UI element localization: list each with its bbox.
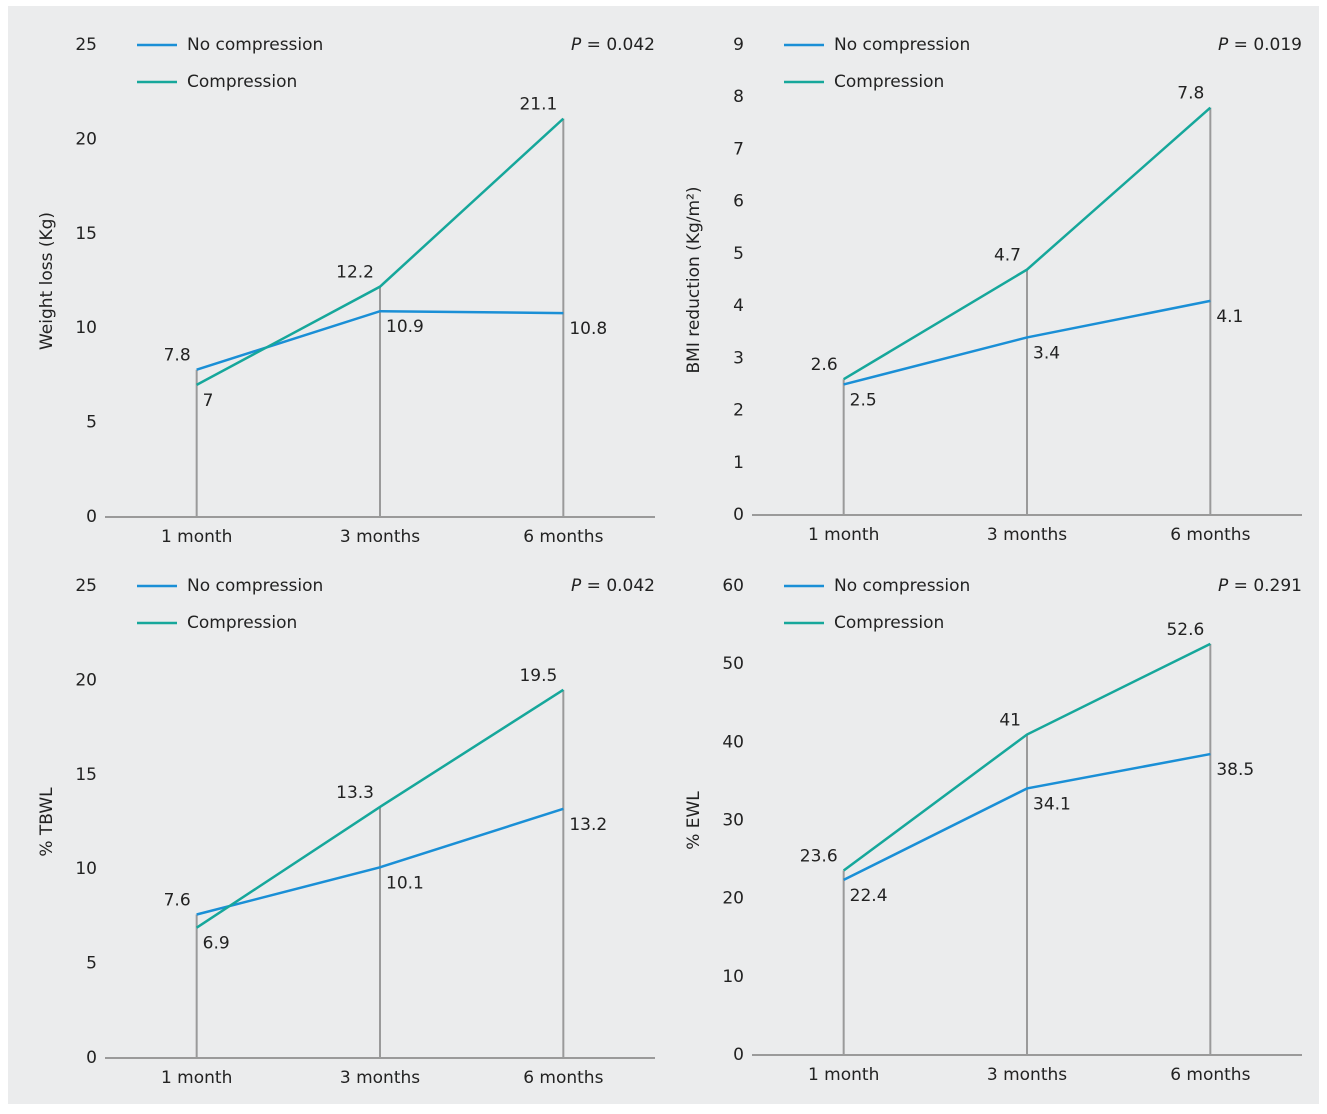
y-tick-label: 10 (75, 859, 97, 879)
p-symbol: P (571, 576, 582, 596)
y-tick-label: 8 (733, 87, 744, 107)
x-tick-label: 1 month (808, 525, 879, 545)
x-tick-label: 6 months (1170, 1065, 1250, 1085)
x-tick-label: 3 months (987, 1065, 1067, 1085)
y-tick-label: 10 (722, 967, 744, 987)
value-label: 7.8 (1177, 84, 1204, 104)
y-tick-label: 7 (733, 139, 744, 159)
value-label: 12.2 (336, 263, 374, 283)
y-tick-label: 4 (733, 296, 744, 316)
value-label: 10.8 (569, 319, 607, 339)
y-tick-label: 10 (75, 318, 97, 338)
p-text: = 0.042 (587, 35, 655, 55)
legend-label: No compression (187, 576, 323, 596)
series-line (196, 807, 564, 916)
value-label: 38.5 (1216, 760, 1254, 780)
value-label: 3.4 (1033, 343, 1060, 363)
value-label: 21.1 (519, 95, 557, 115)
y-tick-label: 60 (722, 576, 744, 596)
series-line (843, 299, 1211, 386)
legend-label: Compression (834, 72, 944, 92)
y-tick-label: 3 (733, 348, 744, 368)
value-label: 22.4 (850, 886, 888, 906)
p-text: = 0.042 (587, 576, 655, 596)
y-axis-label: % TBWL (37, 787, 57, 857)
p-symbol: P (571, 35, 582, 55)
y-tick-label: 30 (722, 811, 744, 831)
x-tick-label: 1 month (808, 1065, 879, 1085)
y-tick-label: 25 (75, 576, 97, 596)
series-line (842, 642, 1211, 872)
x-tick-label: 3 months (340, 1068, 420, 1088)
y-tick-label: 5 (86, 954, 97, 974)
p-symbol: P (1218, 576, 1229, 596)
y-tick-label: 0 (86, 1048, 97, 1068)
y-tick-label: 0 (86, 507, 97, 527)
y-tick-label: 0 (733, 505, 744, 525)
y-axis-label: % EWL (684, 791, 704, 850)
value-label: 52.6 (1166, 620, 1204, 640)
x-tick-label: 1 month (161, 527, 232, 547)
value-label: 13.2 (569, 815, 607, 835)
y-tick-label: 40 (722, 732, 744, 752)
series-line (196, 309, 564, 371)
y-tick-label: 6 (733, 192, 744, 212)
value-label: 4.7 (994, 246, 1021, 266)
legend-label: No compression (834, 35, 970, 55)
legend-label: Compression (834, 613, 944, 633)
value-label: 23.6 (800, 847, 838, 867)
value-label: 7.8 (164, 346, 191, 366)
y-tick-label: 20 (722, 889, 744, 909)
value-label: 7 (203, 391, 214, 411)
y-tick-label: 9 (733, 35, 744, 55)
y-axis-label: Weight loss (Kg) (37, 212, 57, 350)
y-tick-label: 25 (75, 35, 97, 55)
value-label: 4.1 (1216, 307, 1243, 327)
x-tick-label: 6 months (523, 527, 603, 547)
x-tick-label: 6 months (1170, 525, 1250, 545)
y-tick-label: 50 (722, 654, 744, 674)
legend-label: No compression (187, 35, 323, 55)
value-label: 19.5 (519, 666, 557, 686)
value-label: 2.5 (850, 390, 877, 410)
legend-label: Compression (187, 613, 297, 633)
p-value: P = 0.042 (571, 35, 655, 55)
y-tick-label: 1 (733, 453, 744, 473)
value-label: 41 (999, 711, 1021, 731)
p-text: = 0.019 (1234, 35, 1302, 55)
p-value: P = 0.019 (1218, 35, 1302, 55)
value-label: 10.1 (386, 873, 424, 893)
y-tick-label: 5 (733, 244, 744, 264)
y-tick-label: 20 (75, 129, 97, 149)
value-label: 2.6 (811, 355, 838, 375)
p-text: = 0.291 (1234, 576, 1302, 596)
y-tick-label: 15 (75, 224, 97, 244)
series-line (196, 117, 565, 386)
p-symbol: P (1218, 35, 1229, 55)
y-axis-label: BMI reduction (Kg/m²) (684, 186, 704, 373)
series-line (843, 752, 1211, 882)
x-tick-label: 1 month (161, 1068, 232, 1088)
series-line (195, 688, 565, 929)
y-tick-label: 15 (75, 765, 97, 785)
value-label: 13.3 (336, 783, 374, 803)
series-line (843, 106, 1212, 381)
x-tick-label: 3 months (987, 525, 1067, 545)
legend-label: No compression (834, 576, 970, 596)
value-label: 7.6 (164, 891, 191, 911)
y-tick-label: 5 (86, 413, 97, 433)
y-tick-label: 20 (75, 670, 97, 690)
background (8, 6, 1319, 1104)
y-tick-label: 2 (733, 401, 744, 421)
p-value: P = 0.042 (571, 576, 655, 596)
y-tick-label: 0 (733, 1045, 744, 1065)
x-tick-label: 3 months (340, 527, 420, 547)
p-value: P = 0.291 (1218, 576, 1302, 596)
value-label: 6.9 (203, 934, 230, 954)
x-tick-label: 6 months (523, 1068, 603, 1088)
value-label: 34.1 (1033, 794, 1071, 814)
legend-label: Compression (187, 72, 297, 92)
value-label: 10.9 (386, 317, 424, 337)
